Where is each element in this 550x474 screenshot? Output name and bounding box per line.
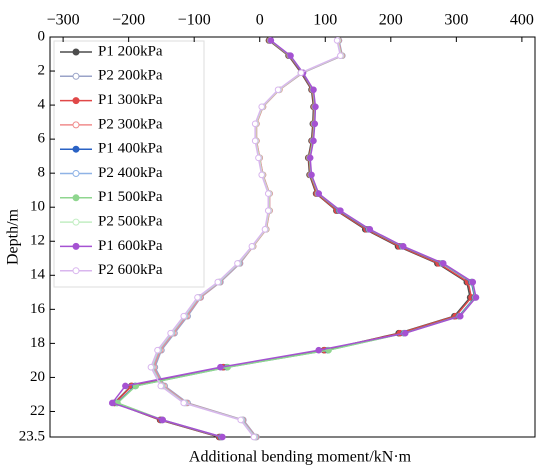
- legend-label: P1 300kPa: [98, 92, 163, 108]
- y-tick-label: 0: [38, 28, 46, 44]
- data-point: [108, 399, 116, 407]
- y-tick-label: 12: [30, 233, 45, 249]
- legend-label: P1 500kPa: [98, 189, 163, 205]
- data-point: [255, 154, 262, 162]
- legend-label: P2 500kPa: [98, 214, 163, 230]
- y-tick-label: 20: [30, 369, 45, 385]
- data-point: [469, 278, 477, 286]
- legend-label: P2 400kPa: [98, 165, 163, 181]
- data-point: [456, 312, 464, 320]
- y-tick-label: 6: [38, 131, 46, 147]
- data-point: [401, 329, 409, 337]
- x-tick-label: 300: [444, 12, 468, 29]
- data-point: [366, 226, 374, 233]
- data-point: [333, 37, 341, 44]
- plot-frame: [49, 36, 536, 438]
- x-tick-label: 100: [313, 12, 337, 29]
- data-point: [472, 294, 480, 301]
- data-point: [399, 243, 407, 250]
- legend-label: P2 300kPa: [98, 116, 163, 132]
- legend-marker: [72, 121, 80, 129]
- data-point: [122, 382, 129, 390]
- data-point: [251, 137, 259, 145]
- data-point: [274, 86, 282, 94]
- legend-marker: [72, 145, 80, 153]
- y-tick-label: 10: [30, 199, 45, 215]
- x-tick-label: 0: [256, 12, 264, 29]
- legend-marker: [72, 194, 80, 202]
- data-point: [214, 278, 222, 286]
- legend-marker: [72, 170, 80, 177]
- y-tick-label: 8: [38, 165, 46, 181]
- y-axis-label: Depth/m: [5, 208, 22, 265]
- legend-marker: [72, 267, 80, 275]
- data-point: [308, 171, 315, 179]
- data-point: [261, 226, 269, 233]
- legend-marker: [72, 48, 80, 56]
- data-point: [219, 433, 226, 441]
- data-point: [337, 207, 344, 214]
- data-point: [267, 37, 275, 44]
- data-point: [258, 103, 265, 111]
- data-point: [248, 243, 256, 250]
- data-point: [180, 399, 188, 407]
- y-tick-label: 18: [30, 335, 45, 351]
- y-tick-label: 4: [38, 97, 46, 113]
- data-point: [264, 207, 272, 214]
- data-point: [311, 120, 319, 128]
- data-point: [315, 190, 323, 197]
- y-tick-label: 22: [30, 403, 45, 419]
- data-point: [250, 433, 258, 441]
- data-point: [337, 52, 344, 60]
- y-tick-label: 16: [30, 301, 46, 317]
- data-point: [167, 329, 174, 337]
- series-line: [150, 40, 342, 438]
- legend-label: P1 200kPa: [98, 43, 163, 59]
- legend-label: P2 600kPa: [98, 262, 163, 278]
- legend-label: P1 400kPa: [98, 141, 163, 157]
- data-point: [264, 190, 272, 197]
- data-point: [251, 120, 259, 128]
- y-tick-label: 23.5: [19, 428, 45, 444]
- data-point: [310, 137, 317, 145]
- data-point: [237, 416, 245, 424]
- data-point: [154, 346, 161, 354]
- legend-marker: [72, 97, 80, 105]
- data-point: [234, 260, 241, 267]
- data-point: [310, 86, 317, 94]
- data-point: [297, 69, 305, 77]
- legend-marker: [72, 72, 80, 80]
- x-tick-label: 400: [510, 12, 534, 29]
- data-point: [159, 416, 167, 424]
- y-tick-label: 2: [38, 62, 46, 78]
- data-point: [306, 154, 314, 162]
- data-point: [194, 294, 201, 301]
- x-tick-label: −100: [178, 12, 211, 29]
- data-point: [287, 52, 294, 60]
- x-axis-label: Additional bending moment/kN·m: [189, 449, 412, 466]
- data-point: [157, 382, 165, 390]
- data-point: [180, 312, 188, 320]
- data-point: [315, 346, 323, 354]
- legend-label: P2 200kPa: [98, 68, 163, 84]
- data-point: [217, 363, 224, 371]
- data-point: [147, 363, 155, 371]
- legend-marker: [72, 242, 80, 250]
- data-point: [439, 260, 447, 267]
- x-tick-label: −200: [112, 12, 145, 29]
- data-point: [312, 103, 319, 111]
- y-tick-label: 14: [30, 267, 46, 283]
- legend-label: P1 600kPa: [98, 238, 163, 254]
- legend-marker: [72, 218, 80, 226]
- x-tick-label: 200: [379, 12, 403, 29]
- data-point: [258, 171, 265, 179]
- x-tick-label: −300: [47, 12, 80, 29]
